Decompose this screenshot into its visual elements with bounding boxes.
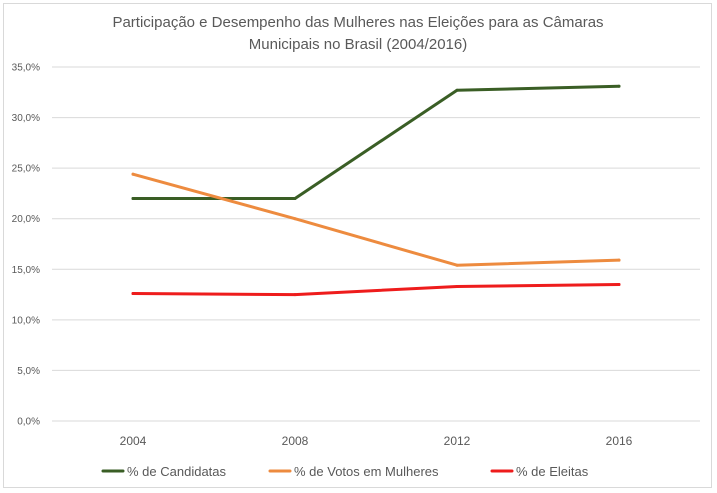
y-tick-label: 35,0% [12,63,40,74]
x-tick-label: 2004 [120,434,147,448]
legend-label: % de Votos em Mulheres [294,464,439,479]
chart-title-line-1: Participação e Desempenho das Mulheres n… [112,14,603,31]
y-tick-label: 30,0% [12,113,40,124]
legend-label: % de Candidatas [127,464,227,479]
series-line-3 [131,282,621,297]
legend: % de Candidatas % de Votos em Mulheres % d… [101,464,589,479]
chart-frame [3,3,712,488]
chart-title-line-2: Municipais no Brasil (2004/2016) [249,36,467,53]
x-tick-label: 2012 [444,434,471,448]
legend-label: % de Eleitas [516,464,589,479]
y-tick-label: 25,0% [12,164,40,175]
x-tick-label: 2016 [606,434,633,448]
y-tick-label: 5,0% [17,366,40,377]
series-2-point [455,263,459,267]
y-tick-label: 20,0% [12,214,40,225]
y-axis-ticks: 0,0% 5,0% 10,0% 15,0% 20,0% 25,0% 30,0% 35,0% [12,63,40,428]
y-tick-label: 0,0% [17,417,40,428]
series-lines [131,84,621,297]
x-axis-ticks: 2004 2008 2012 2016 [120,434,633,448]
series-1-point [131,196,135,200]
series-2-point [131,172,135,176]
x-tick-label: 2008 [282,434,309,448]
series-2-point [293,217,297,221]
series-3-point [293,293,297,297]
series-line-1 [131,84,621,200]
series-1-point [293,196,297,200]
y-tick-label: 10,0% [12,315,40,326]
gridlines [52,66,700,422]
series-3-point [131,292,135,296]
series-3-point [455,284,459,288]
series-line-2 [131,172,621,267]
series-2-point [617,258,621,262]
y-tick-label: 15,0% [12,265,40,276]
series-1-point [617,84,621,88]
series-1-point [455,88,459,92]
series-3-point [617,282,621,286]
